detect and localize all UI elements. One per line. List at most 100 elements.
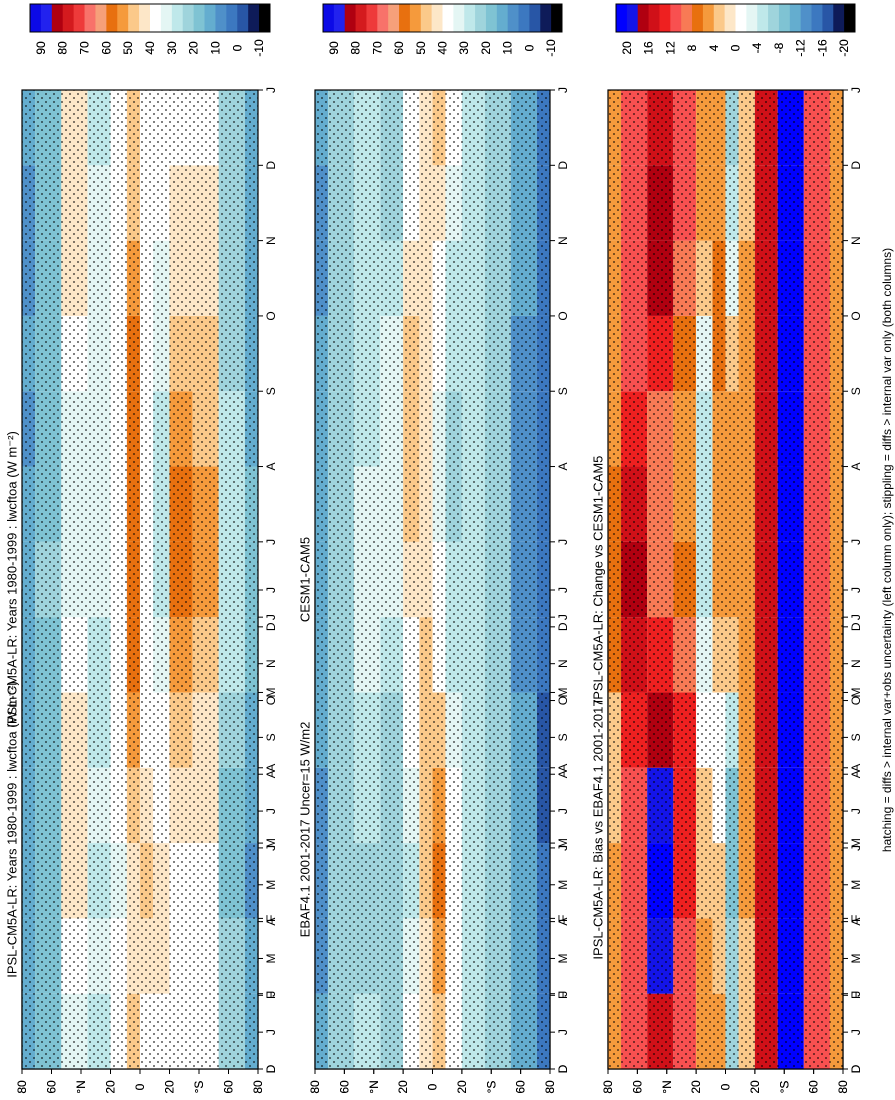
colorbar-swatch [778,4,791,32]
x-tick-label: A [264,764,278,772]
y-tick-label: 20 [689,1080,703,1094]
x-tick-label: D [849,1064,863,1073]
panel-title: IPSL-CM5A-LR: Bias vs EBAF4.1 2001-2017 [591,699,606,959]
colorbar-frame [615,3,856,33]
x-tick-label: J [849,845,863,851]
x-tick-label: M [556,953,570,963]
colorbar-swatch [171,4,184,32]
colorbar-swatch [507,4,519,32]
y-tick-label: 60 [514,1080,528,1094]
x-tick-label: N [264,236,278,245]
colorbar-swatch [735,4,747,32]
x-tick-label: D [556,1064,570,1073]
colorbar-label: 4 [707,44,721,51]
y-tick-label: 60 [337,1080,351,1094]
x-tick-label: J [556,1029,570,1035]
colorbar-label: -8 [772,42,786,53]
x-tick-label: F [264,915,278,922]
y-tick-label: °S [192,1081,206,1094]
colorbar-label: 10 [208,41,222,55]
colorbar-swatch [529,4,541,32]
y-tick-label: 0 [426,1083,440,1090]
y-tick-label: 20 [689,1080,703,1094]
stippling-overlay [22,90,258,1069]
y-tick-label: °N [660,1080,674,1093]
panel-title: CESM1-CAM5 [298,537,313,622]
colorbar-swatch [626,4,639,32]
x-tick-label: F [849,915,863,922]
y-tick-label: °N [74,1080,88,1093]
x-tick-label: J [264,587,278,593]
x-tick-label: D [849,622,863,631]
x-tick-label: D [556,1064,570,1073]
colorbar-swatch [496,4,508,32]
x-tick-label: A [556,770,570,778]
panel-title: IPSL-CM5A-LR: Years 1980-1999 : lwcftoa … [5,681,20,978]
x-tick-label: M [849,953,863,963]
colorbar-swatch [51,4,64,32]
colorbar-label: 20 [620,41,634,55]
colorbar-swatch [518,4,530,32]
x-tick-label: F [849,992,863,999]
colorbar-swatch [399,4,411,32]
y-tick-label: °S [777,1081,791,1094]
colorbar-swatch [323,4,335,32]
colorbar-swatch [204,4,216,32]
x-tick-label: J [849,808,863,814]
y-tick-label: 20 [455,1080,469,1094]
colorbar-swatch [160,4,173,32]
panel-title: IPSL-CM5A-LR: Years 1980-1999 : lwcftoa … [5,431,20,728]
colorbar-swatch [648,4,660,32]
colorbar-label: 0 [230,44,244,51]
colorbar-label: 20 [187,41,201,55]
x-tick-label: A [849,463,863,471]
colorbar-label: 70 [370,41,384,55]
colorbar-swatch [844,4,856,32]
colorbar-swatch [746,4,758,32]
y-tick-label: 80 [251,1080,265,1094]
x-tick-label: S [849,733,863,741]
x-tick-label: A [849,770,863,778]
colorbar-swatch [73,4,85,32]
colorbar-frame [322,3,563,33]
colorbar-swatch [540,4,552,32]
x-tick-label: D [264,1064,278,1073]
colorbar-label: 8 [685,44,699,51]
colorbar-label: 20 [620,41,634,55]
x-tick-label: A [264,463,278,471]
colorbar-frame [29,3,271,33]
x-tick-label: M [264,880,278,890]
colorbar-label: 90 [34,41,48,55]
colorbar-swatch [62,4,74,32]
x-tick-label: D [849,161,863,170]
colorbar-swatch [551,4,563,32]
x-tick-label: S [556,733,570,741]
y-tick-label: °S [484,1081,498,1094]
colorbar-swatch [106,4,118,32]
x-tick-label: O [849,696,863,705]
x-tick-label: A [849,764,863,772]
x-tick-label: J [556,991,570,997]
y-tick-label: 60 [222,1080,236,1094]
colorbar-label: -12 [794,39,808,57]
x-tick-label: N [556,659,570,668]
colorbar-label: -16 [815,39,829,57]
colorbar-label: 16 [642,41,656,55]
y-tick-label: 20 [748,1080,762,1094]
x-tick-label: A [556,463,570,471]
x-tick-label: O [556,696,570,705]
y-tick-label: 80 [15,1080,29,1094]
colorbar-swatch [757,4,769,32]
x-tick-label: O [849,311,863,320]
colorbar-label: 40 [436,41,450,55]
colorbar-swatch [431,4,443,32]
panel-2: IPSL-CM5A-LR: Years 1980-1999 : lwcftoa … [5,3,278,1094]
x-tick-label: A [556,918,570,926]
colorbar-swatch [702,4,715,32]
colorbar-swatch [800,4,812,32]
colorbar-swatch [139,4,151,32]
colorbar-swatch [681,4,693,32]
colorbar-label: 20 [479,41,493,55]
footnote: hatching = diffs > internal var+obs unce… [880,247,894,853]
y-tick-label: 60 [807,1080,821,1094]
